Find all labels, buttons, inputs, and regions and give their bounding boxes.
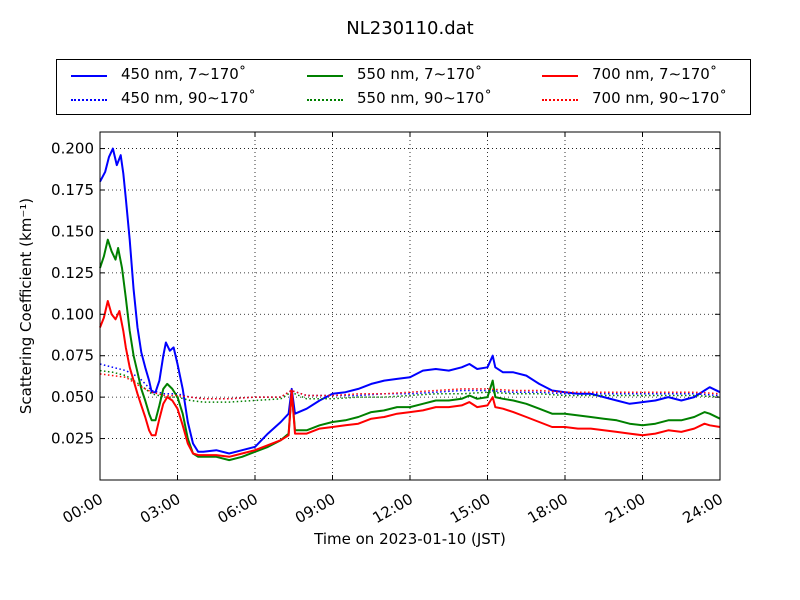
- y-tick-label: 0.025: [51, 430, 94, 448]
- series-line: [99, 369, 721, 403]
- axis-ticks: 00:00 03:00 06:00 09:00 12:00 15:00 18:00 21:00…: [51, 132, 726, 527]
- legend-swatch: [307, 99, 343, 101]
- legend-swatch: [542, 75, 578, 77]
- legend-label: 450 nm, 7∼170˚: [121, 65, 247, 83]
- x-tick-label: 00:00: [60, 490, 106, 527]
- legend-swatch: [307, 75, 343, 77]
- chart-legend: 450 nm, 7∼170˚ 450 nm, 90∼170˚ 550 nm, 7…: [56, 59, 751, 115]
- x-tick-label: 12:00: [370, 490, 416, 527]
- chart-title: NL230110.dat: [346, 18, 474, 39]
- legend-label: 700 nm, 7∼170˚: [592, 65, 718, 83]
- series-line: [99, 300, 721, 458]
- y-tick-label: 0.125: [51, 264, 94, 282]
- x-tick-label: 03:00: [137, 490, 183, 527]
- series-lines: [99, 147, 721, 462]
- y-tick-label: 0.100: [51, 305, 94, 323]
- y-axis-label: Scattering Coefficient (km⁻¹): [17, 198, 35, 414]
- grid: [100, 132, 720, 480]
- legend-label: 700 nm, 90∼170˚: [592, 89, 727, 107]
- x-axis-label: Time on 2023-01-10 (JST): [313, 530, 506, 548]
- legend-swatch: [542, 99, 578, 101]
- legend-label: 550 nm, 90∼170˚: [357, 89, 492, 107]
- y-tick-label: 0.050: [51, 388, 94, 406]
- x-tick-label: 15:00: [447, 490, 493, 527]
- series-line: [99, 363, 721, 400]
- series-line: [99, 238, 721, 462]
- legend-label: 450 nm, 90∼170˚: [121, 89, 256, 107]
- x-tick-label: 21:00: [602, 490, 648, 527]
- x-tick-label: 09:00: [292, 490, 338, 527]
- legend-swatch: [71, 99, 107, 101]
- x-tick-label: 24:00: [680, 490, 726, 527]
- x-tick-label: 06:00: [215, 490, 261, 527]
- legend-label: 550 nm, 7∼170˚: [357, 65, 483, 83]
- y-tick-label: 0.200: [51, 140, 94, 158]
- legend-swatch: [71, 75, 107, 77]
- x-tick-label: 18:00: [525, 490, 571, 527]
- series-line: [99, 147, 721, 455]
- series-line: [99, 373, 721, 400]
- y-tick-label: 0.175: [51, 181, 94, 199]
- y-tick-label: 0.150: [51, 222, 94, 240]
- y-tick-label: 0.075: [51, 347, 94, 365]
